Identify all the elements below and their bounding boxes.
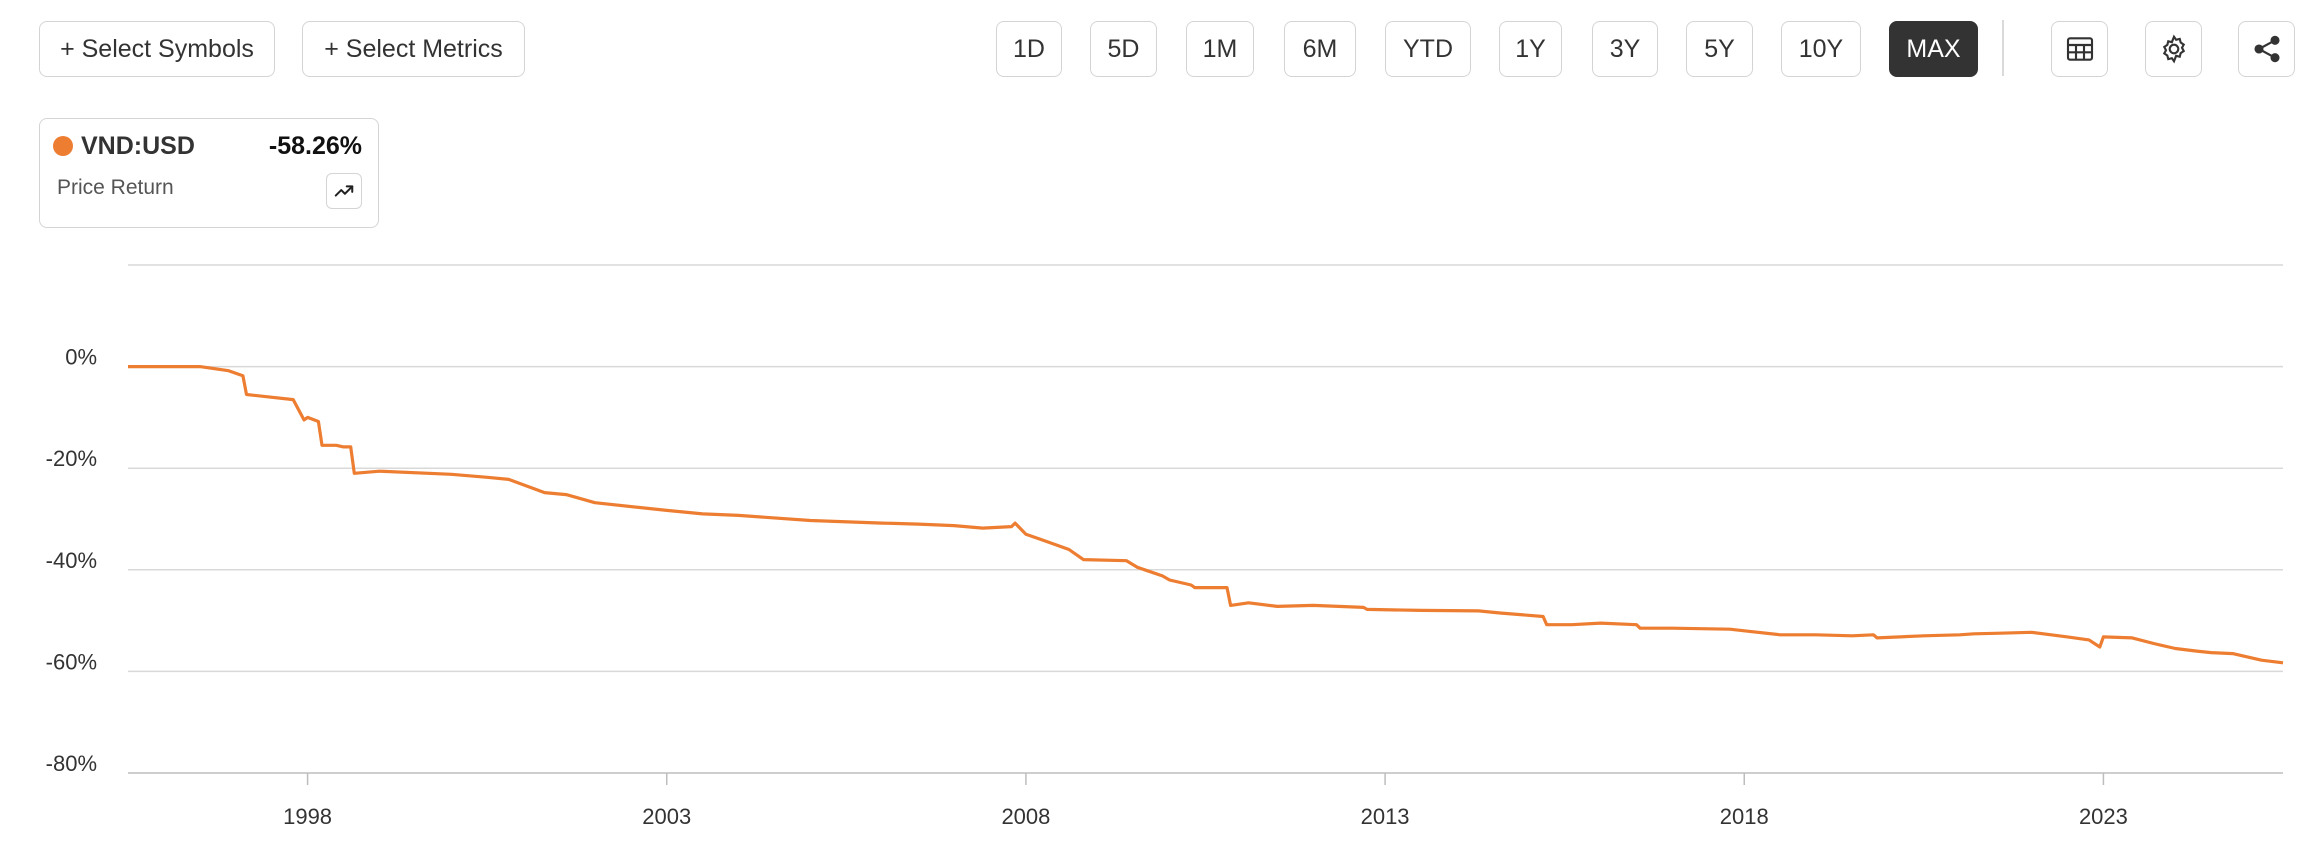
gear-icon [2162, 34, 2185, 64]
x-tick-label: 2008 [1001, 804, 1050, 829]
y-tick-label: -60% [46, 649, 97, 674]
range-6m-button[interactable]: 6M [1284, 21, 1356, 77]
range-10y-button[interactable]: 10Y [1781, 21, 1861, 77]
table-icon [2066, 37, 2093, 61]
y-tick-label: -80% [46, 751, 97, 776]
range-3y-button[interactable]: 3Y [1592, 21, 1658, 77]
toolbar-divider [2002, 20, 2004, 76]
legend-symbol: VND:USD [81, 132, 195, 160]
y-tick-label: -40% [46, 548, 97, 573]
settings-button[interactable] [2145, 21, 2202, 77]
y-tick-label: -20% [46, 446, 97, 471]
y-tick-label: 0% [65, 345, 97, 370]
legend-return-value: -58.26% [268, 132, 362, 160]
series-line [128, 365, 2284, 665]
x-tick-label: 2013 [1361, 804, 1410, 829]
chart-type-button[interactable] [326, 173, 362, 209]
range-1m-button[interactable]: 1M [1186, 21, 1254, 77]
x-tick-label: 2018 [1720, 804, 1769, 829]
range-1d-button[interactable]: 1D [996, 21, 1062, 77]
range-5d-button[interactable]: 5D [1090, 21, 1157, 77]
select-symbols-button[interactable]: + Select Symbols [39, 21, 275, 77]
legend-card: VND:USD -58.26% Price Return [39, 118, 379, 228]
select-metrics-button[interactable]: + Select Metrics [302, 21, 525, 77]
range-1y-button[interactable]: 1Y [1499, 21, 1562, 77]
series-color-dot [53, 136, 73, 156]
range-max-button[interactable]: MAX [1889, 21, 1978, 77]
x-tick-label: 2003 [642, 804, 691, 829]
x-tick-label: 1998 [283, 804, 332, 829]
trend-up-icon [334, 185, 354, 197]
legend-metric-label: Price Return [57, 176, 174, 199]
x-tick-label: 2023 [2079, 804, 2128, 829]
table-view-button[interactable] [2051, 21, 2108, 77]
share-button[interactable] [2238, 21, 2295, 77]
share-icon [2253, 35, 2280, 63]
range-5y-button[interactable]: 5Y [1686, 21, 1753, 77]
range-ytd-button[interactable]: YTD [1385, 21, 1471, 77]
